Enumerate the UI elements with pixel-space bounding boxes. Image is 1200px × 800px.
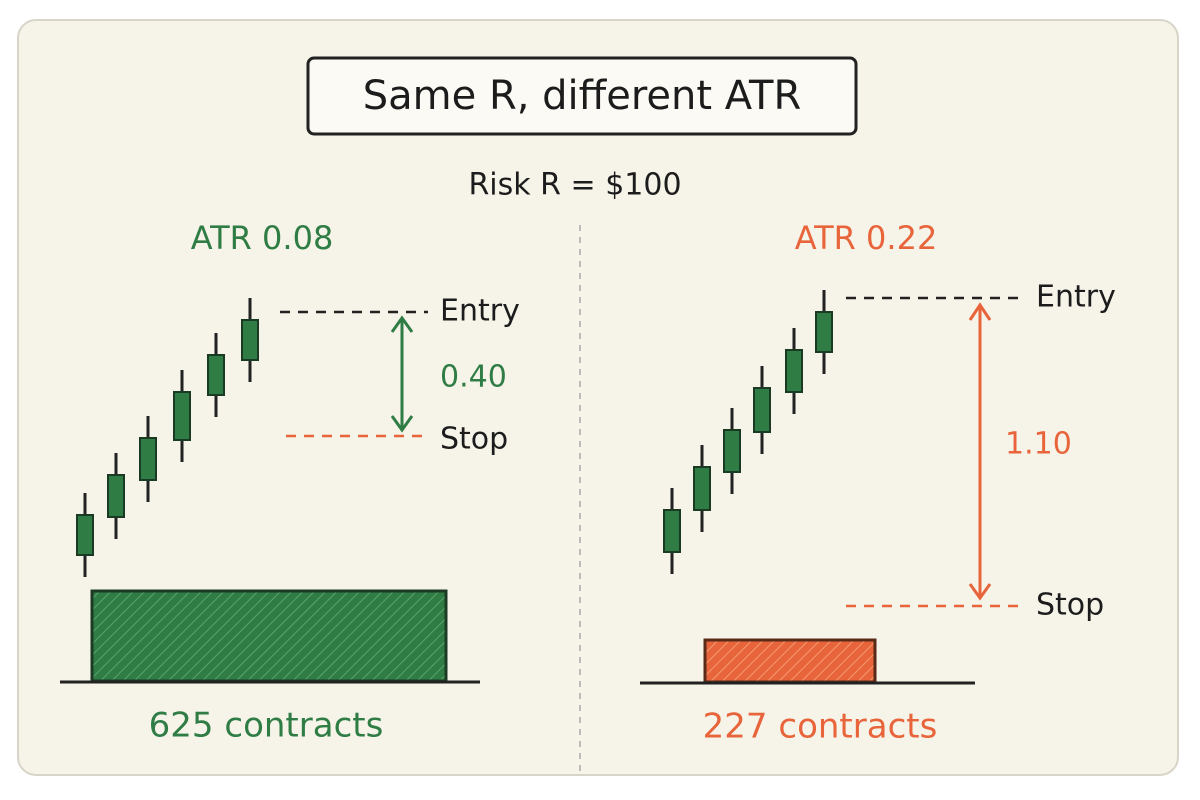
entry-label: Entry — [440, 294, 520, 329]
candle-body — [107, 474, 125, 518]
candle-body — [207, 354, 225, 396]
distance-arrow — [390, 315, 414, 433]
subtitle: Risk R = $100 — [468, 168, 681, 203]
distance-label: 0.40 — [440, 360, 507, 395]
distance-label: 1.10 — [1005, 427, 1072, 462]
title: Same R, different ATR — [363, 73, 802, 119]
size-bar — [703, 638, 877, 684]
candle-body — [76, 514, 94, 556]
size-bar — [90, 589, 448, 683]
atr-label: ATR 0.08 — [191, 219, 334, 257]
size-label: 625 contracts — [149, 706, 384, 746]
candle-body — [173, 391, 191, 441]
entry-label: Entry — [1036, 280, 1116, 315]
candles — [663, 290, 833, 574]
candle-body — [785, 349, 803, 393]
candle-body — [139, 437, 157, 481]
stop-label: Stop — [440, 422, 508, 457]
candle-body — [693, 466, 711, 511]
candle-body — [815, 311, 833, 353]
title-box — [306, 56, 858, 136]
candle-body — [753, 387, 771, 433]
size-label: 227 contracts — [703, 707, 938, 747]
candles — [76, 298, 259, 577]
distance-arrow — [968, 302, 992, 601]
stop-label: Stop — [1036, 588, 1104, 623]
candle-body — [723, 429, 741, 473]
candle-body — [241, 319, 259, 361]
candle-body — [663, 509, 681, 553]
atr-label: ATR 0.22 — [795, 219, 938, 257]
card — [17, 19, 1179, 776]
